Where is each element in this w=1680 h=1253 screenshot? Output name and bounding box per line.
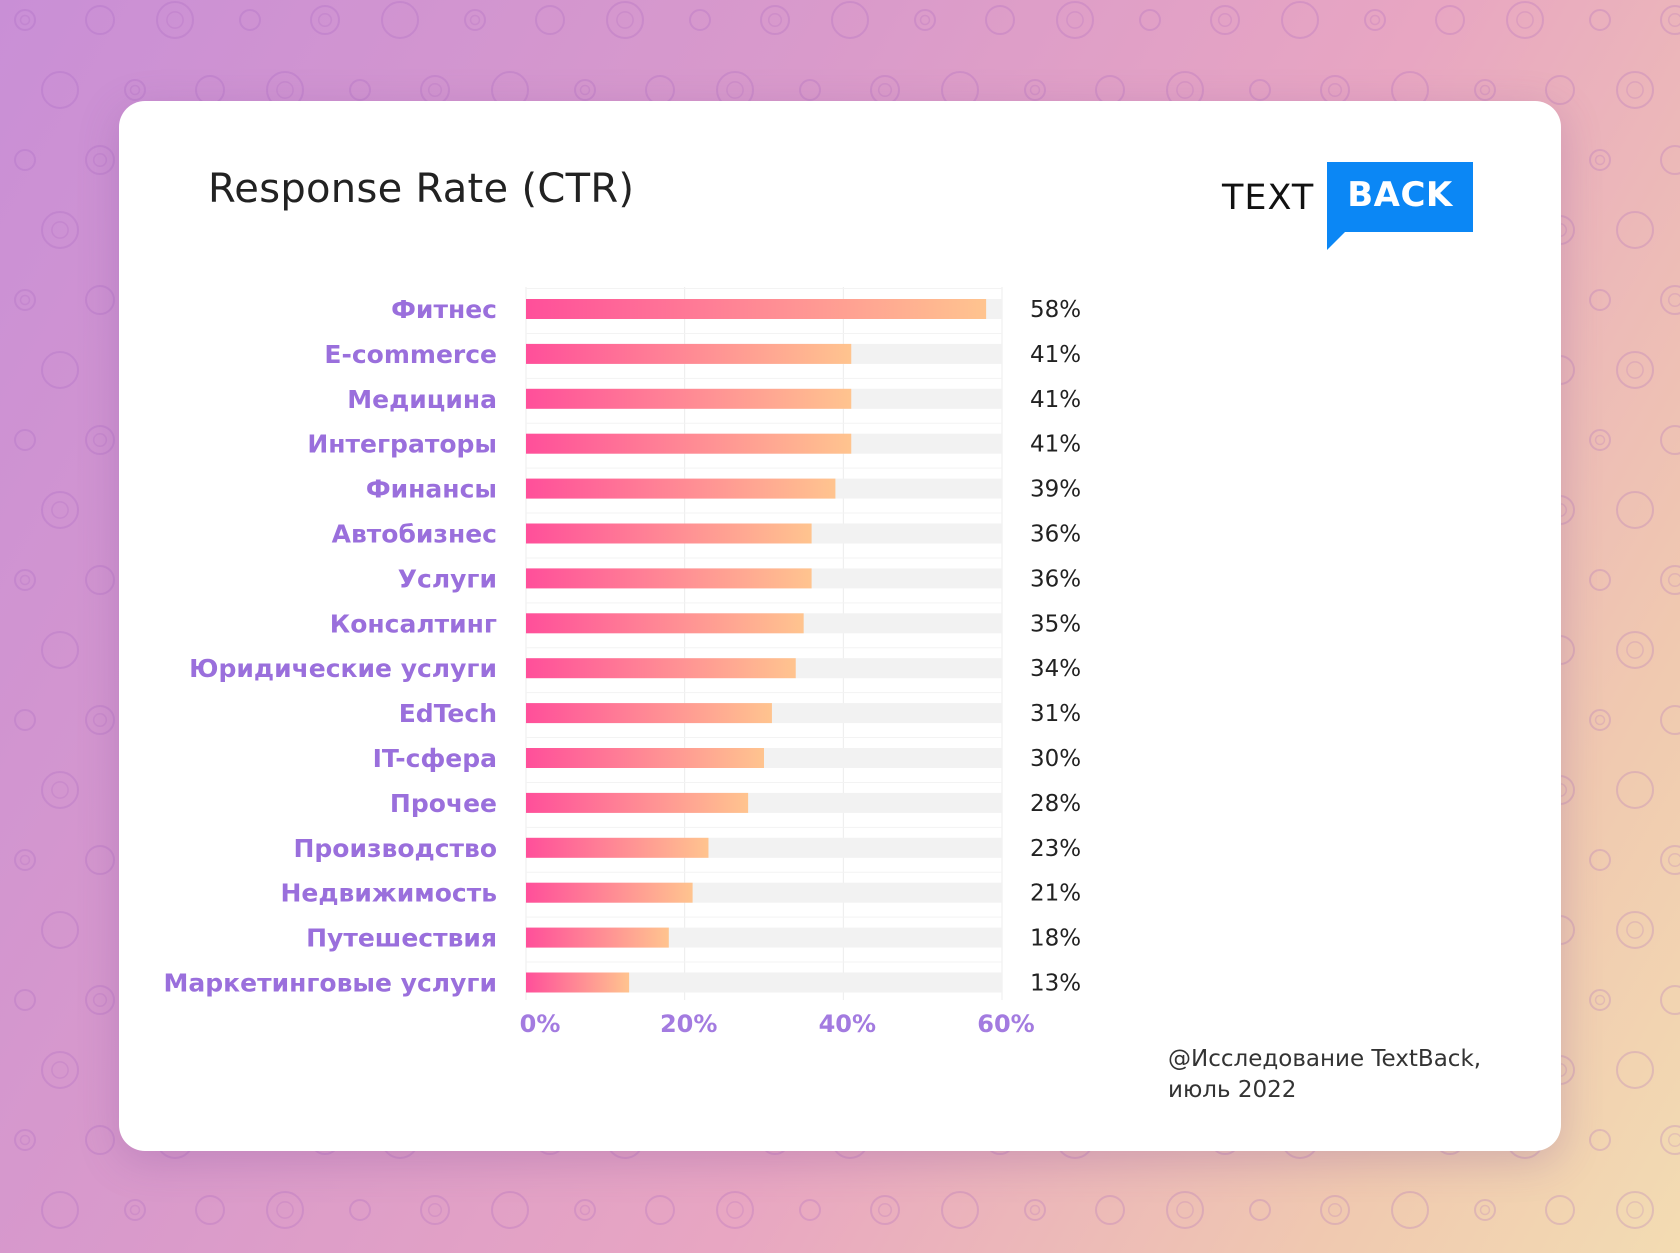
bars <box>526 299 987 993</box>
category-label: Путешествия <box>306 924 497 953</box>
category-label: Производство <box>293 834 497 863</box>
category-label: Интеграторы <box>307 430 497 459</box>
logo-box-text: BACK <box>1347 175 1453 215</box>
bar <box>526 658 796 679</box>
value-label: 39% <box>1030 477 1081 503</box>
bar <box>526 837 709 858</box>
value-label: 34% <box>1030 656 1081 682</box>
bar <box>526 523 812 544</box>
x-tick-label: 20% <box>660 1010 717 1038</box>
bar <box>526 568 812 589</box>
x-tick-label: 40% <box>819 1010 876 1038</box>
bar <box>526 882 693 903</box>
value-label: 23% <box>1030 836 1081 862</box>
value-label: 41% <box>1030 342 1081 368</box>
bar <box>526 299 987 319</box>
category-label: Медицина <box>347 385 497 414</box>
category-label: Маркетинговые услуги <box>164 969 497 998</box>
bar <box>526 433 852 454</box>
value-label: 41% <box>1030 432 1081 458</box>
bar <box>526 972 630 993</box>
logo-box: BACK <box>1327 162 1473 232</box>
value-label: 36% <box>1030 566 1081 592</box>
value-labels: 58% 41% 41% 41% 39% 36% 36% 35% 34% 31% 30% 28% 23% 2… <box>1030 297 1081 997</box>
category-label: Автобизнес <box>332 520 497 549</box>
logo-text: TEXT <box>1222 178 1315 218</box>
category-label: Фитнес <box>391 295 497 324</box>
value-label: 18% <box>1030 926 1081 952</box>
category-label: EdTech <box>399 699 497 728</box>
value-label: 21% <box>1030 881 1081 907</box>
value-label: 36% <box>1030 522 1081 548</box>
bar <box>526 388 852 409</box>
category-label: Юридические услуги <box>189 654 497 683</box>
category-label: Недвижимость <box>280 879 497 908</box>
value-label: 13% <box>1030 971 1081 997</box>
category-label: Услуги <box>398 564 497 593</box>
page-title: Response Rate (CTR) <box>208 166 635 212</box>
bar <box>526 478 836 499</box>
value-label: 31% <box>1030 701 1081 727</box>
x-tick-label: 60% <box>977 1010 1034 1038</box>
textback-logo: TEXT BACK <box>1222 162 1474 250</box>
source-line-2: июль 2022 <box>1168 1077 1297 1103</box>
category-label: IT-сфера <box>373 744 497 773</box>
bar <box>526 748 764 768</box>
logo-speech-tail <box>1327 230 1347 250</box>
bar <box>526 703 772 724</box>
grid-lines <box>525 287 1003 1000</box>
source-line-1: @Исследование TextBack, <box>1168 1046 1482 1072</box>
value-label: 30% <box>1030 746 1081 772</box>
bar <box>526 792 749 813</box>
x-axis-ticks: 0% 20% 40% 60% <box>520 1010 1035 1038</box>
category-label: E-commerce <box>324 340 497 369</box>
value-label: 58% <box>1030 297 1081 323</box>
bar <box>526 613 804 634</box>
bar-track <box>526 972 1002 993</box>
bar <box>526 343 852 364</box>
value-label: 28% <box>1030 791 1081 817</box>
category-labels: Фитнес E-commerce Медицина Интеграторы Финан… <box>164 295 497 998</box>
x-tick-label: 0% <box>520 1010 561 1038</box>
category-label: Финансы <box>366 475 497 504</box>
value-label: 35% <box>1030 611 1081 637</box>
category-label: Прочее <box>390 789 497 818</box>
source-footnote: @Исследование TextBack, июль 2022 <box>1168 1044 1481 1106</box>
category-label: Консалтинг <box>330 609 497 638</box>
value-label: 41% <box>1030 387 1081 413</box>
bar <box>526 927 669 948</box>
